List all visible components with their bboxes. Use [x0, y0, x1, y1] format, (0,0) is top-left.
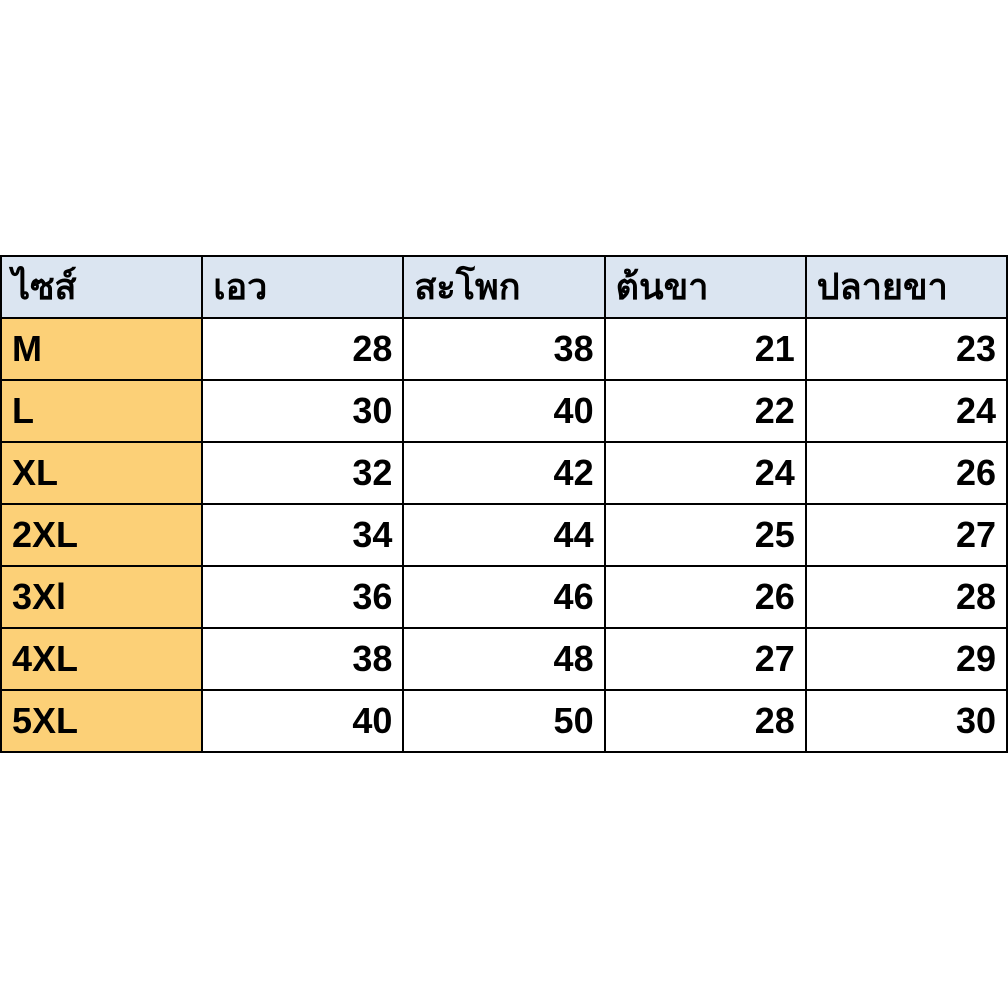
- cell-hem: 27: [806, 504, 1007, 566]
- cell-size: L: [1, 380, 202, 442]
- cell-hip: 38: [403, 318, 604, 380]
- cell-hip: 46: [403, 566, 604, 628]
- cell-thigh: 24: [605, 442, 806, 504]
- cell-size: XL: [1, 442, 202, 504]
- table-row: M 28 38 21 23: [1, 318, 1007, 380]
- cell-hem: 24: [806, 380, 1007, 442]
- cell-hem: 29: [806, 628, 1007, 690]
- cell-hip: 40: [403, 380, 604, 442]
- cell-size: M: [1, 318, 202, 380]
- cell-hip: 48: [403, 628, 604, 690]
- cell-hem: 23: [806, 318, 1007, 380]
- cell-waist: 32: [202, 442, 403, 504]
- col-header-hem: ปลายขา: [806, 256, 1007, 318]
- cell-thigh: 28: [605, 690, 806, 752]
- cell-thigh: 25: [605, 504, 806, 566]
- col-header-thigh: ต้นขา: [605, 256, 806, 318]
- cell-size: 5XL: [1, 690, 202, 752]
- size-chart-table: ไซส์ เอว สะโพก ต้นขา ปลายขา M 28 38 21 2…: [0, 255, 1008, 753]
- cell-size: 4XL: [1, 628, 202, 690]
- cell-size: 3Xl: [1, 566, 202, 628]
- cell-waist: 38: [202, 628, 403, 690]
- table-row: 2XL 34 44 25 27: [1, 504, 1007, 566]
- cell-thigh: 26: [605, 566, 806, 628]
- col-header-hip: สะโพก: [403, 256, 604, 318]
- cell-waist: 36: [202, 566, 403, 628]
- cell-hem: 30: [806, 690, 1007, 752]
- table-row: XL 32 42 24 26: [1, 442, 1007, 504]
- cell-waist: 34: [202, 504, 403, 566]
- cell-hip: 50: [403, 690, 604, 752]
- header-row: ไซส์ เอว สะโพก ต้นขา ปลายขา: [1, 256, 1007, 318]
- table-row: L 30 40 22 24: [1, 380, 1007, 442]
- cell-waist: 30: [202, 380, 403, 442]
- cell-hem: 28: [806, 566, 1007, 628]
- cell-thigh: 21: [605, 318, 806, 380]
- cell-hem: 26: [806, 442, 1007, 504]
- table-row: 3Xl 36 46 26 28: [1, 566, 1007, 628]
- cell-hip: 42: [403, 442, 604, 504]
- cell-thigh: 22: [605, 380, 806, 442]
- table-row: 4XL 38 48 27 29: [1, 628, 1007, 690]
- cell-waist: 40: [202, 690, 403, 752]
- size-chart-container: ไซส์ เอว สะโพก ต้นขา ปลายขา M 28 38 21 2…: [0, 255, 1008, 753]
- table-row: 5XL 40 50 28 30: [1, 690, 1007, 752]
- cell-hip: 44: [403, 504, 604, 566]
- col-header-size: ไซส์: [1, 256, 202, 318]
- cell-size: 2XL: [1, 504, 202, 566]
- cell-waist: 28: [202, 318, 403, 380]
- col-header-waist: เอว: [202, 256, 403, 318]
- cell-thigh: 27: [605, 628, 806, 690]
